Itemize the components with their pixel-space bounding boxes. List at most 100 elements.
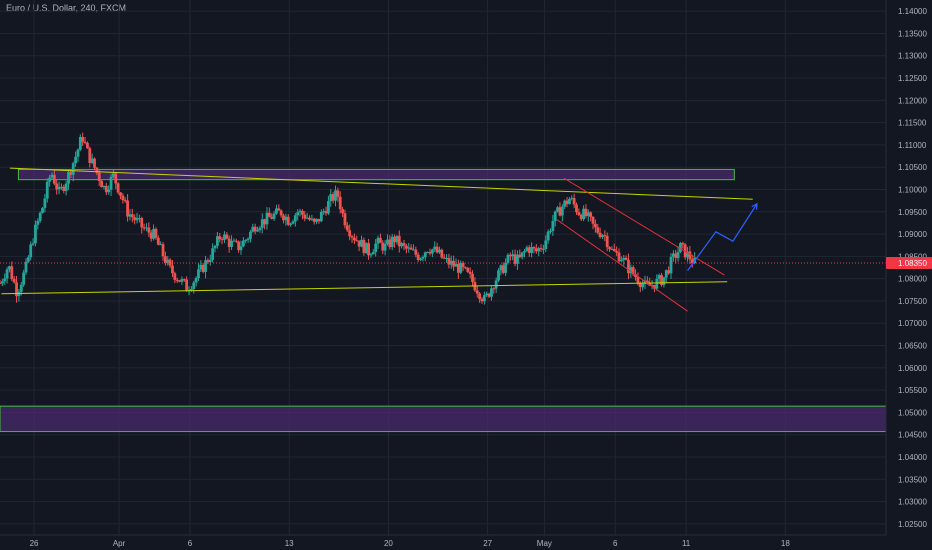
candle-body [383,243,387,251]
y-tick-label: 1.04000 [898,453,927,462]
candle-body [109,176,113,190]
x-tick-label: 13 [285,539,294,548]
candle-body [197,269,200,279]
candle-body [353,237,356,241]
candle-body [3,278,7,282]
candle-body [390,236,394,248]
candle-body [338,196,342,210]
candle-body [409,247,413,250]
candle-body [631,267,635,275]
candle-body [369,254,373,256]
projection-path [687,203,758,271]
projection-arrowhead [751,202,758,210]
candle-body [237,241,241,251]
candle-body [619,260,623,262]
y-tick-label: 1.10500 [898,163,927,172]
candle-body [404,245,408,249]
candle-body [293,215,297,222]
candle-body [135,218,139,221]
candle-body [24,261,28,273]
candle-body [525,247,529,251]
candle-body [499,265,503,271]
candle-body [5,269,9,279]
candle-body [603,235,607,237]
channel-line [563,177,725,276]
y-tick-label: 1.09500 [898,208,927,217]
candle-body [381,242,385,251]
y-tick-label: 1.07500 [898,297,927,306]
candle-body [336,190,340,197]
current-price-label: 1.08350 [898,259,927,268]
candle-body [459,262,463,273]
candle-body [50,174,54,178]
candle-body [584,208,588,217]
candle-body [145,227,148,229]
candle-body [445,257,448,259]
candle-body [388,239,392,248]
candle-body [232,240,236,242]
candle-body [112,173,115,177]
candle-body [211,248,215,260]
candle-body [0,283,2,285]
candle-body [579,215,583,220]
candle-body [355,240,359,242]
candle-body [312,218,316,222]
candle-body [270,216,274,219]
candle-body [350,236,354,238]
candle-body [246,238,250,240]
candle-body [282,215,285,221]
candle-body [22,272,26,285]
y-tick-label: 1.11000 [898,141,927,150]
y-tick-label: 1.14000 [898,7,927,16]
candle-body [617,252,621,262]
candle-body [303,214,307,219]
candle-body [485,293,489,296]
candle-body [679,243,682,253]
candle-body [239,246,243,251]
candle-body [686,251,689,258]
candle-body [241,240,245,247]
candle-body [152,228,155,239]
candle-body [386,239,389,244]
y-tick-label: 1.03000 [898,498,927,507]
candle-body [508,254,512,257]
candle-body [345,225,349,231]
candle-body [74,156,78,164]
candle-body [147,227,151,233]
candle-body [506,254,510,263]
candle-body [605,235,609,248]
candle-body [456,263,460,273]
x-tick-label: May [537,539,552,548]
candle-body [690,259,694,264]
candle-body [629,267,633,274]
candle-body [558,207,562,216]
candle-body [582,208,585,220]
y-tick-label: 1.13500 [898,29,927,38]
x-tick-label: 26 [30,539,39,548]
candle-body [291,221,295,224]
candle-body [88,148,92,163]
candle-body [329,194,333,202]
candle-body [10,266,14,279]
candle-body [466,267,470,272]
candle-body [421,257,425,259]
candle-body [78,136,82,150]
candle-body [284,216,288,221]
candle-body [577,212,581,216]
candle-body [319,211,323,222]
candle-body [301,210,304,215]
x-tick-label: 27 [483,539,492,548]
candle-body [315,218,318,222]
candle-body [624,257,628,260]
candle-body [182,279,186,281]
candle-body [322,211,326,213]
candle-body [674,253,678,258]
candle-body [430,249,434,254]
x-tick-label: 6 [613,539,618,548]
candle-body [57,186,61,190]
candle-body [199,264,203,270]
candle-body [553,211,557,222]
y-tick-label: 1.07000 [898,319,927,328]
